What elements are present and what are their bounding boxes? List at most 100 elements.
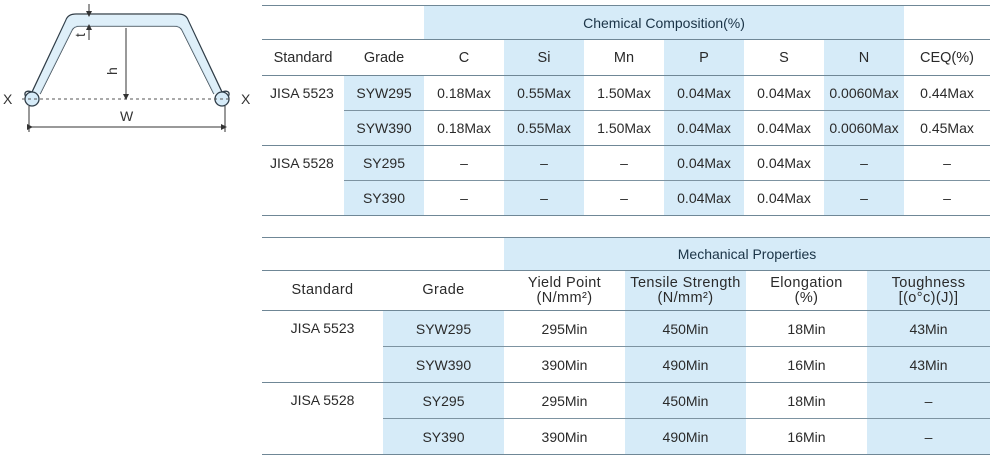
value-cell: – <box>867 418 991 455</box>
chem-col-header: Mn <box>584 39 664 76</box>
value-cell: 18Min <box>746 382 867 419</box>
value-cell: – <box>824 180 905 216</box>
chem-col-header: N <box>824 39 905 76</box>
toughness-header-line2: [(o°c)(J)] <box>898 289 959 306</box>
grade-cell: SYW295 <box>383 310 504 347</box>
value-cell: – <box>504 180 584 216</box>
chem-header-spacer-right <box>904 5 991 40</box>
value-cell: – <box>824 145 905 181</box>
value-cell: 490Min <box>625 418 746 455</box>
value-cell: 0.04Max <box>664 145 744 181</box>
grade-cell: SY390 <box>344 180 424 216</box>
grade-cell: SY295 <box>383 382 504 419</box>
value-cell: 0.04Max <box>744 145 824 181</box>
value-cell: 450Min <box>625 310 746 347</box>
mech-header-spacer <box>262 237 504 271</box>
value-cell: – <box>867 382 991 419</box>
mech-col-header-toughness: Toughness [(o°c)(J)] <box>867 270 991 311</box>
grade-cell: SY390 <box>383 418 504 455</box>
mech-col-header-standard: Standard <box>262 270 383 311</box>
table-row: JISA 5528 SY295 295Min 450Min 18Min – <box>262 382 991 455</box>
chem-col-header: S <box>744 39 824 76</box>
table-row: JISA 5523 SYW295 295Min 450Min 18Min 43M… <box>262 310 991 383</box>
value-cell: 0.04Max <box>664 180 744 216</box>
table-row: SY390 390Min 490Min 16Min – <box>262 418 991 455</box>
value-cell: – <box>424 180 504 216</box>
grade-cell: SY295 <box>344 145 424 181</box>
tensile-header-line1: Tensile Strength <box>630 274 741 291</box>
value-cell: 0.0060Max <box>824 110 905 146</box>
yield-header-line2: (N/mm²) <box>536 289 593 306</box>
yield-header-line1: Yield Point <box>527 274 602 291</box>
table-row: JISA 5523 SYW295 0.18Max 0.55Max 1.50Max… <box>262 75 991 146</box>
grade-cell: SYW390 <box>383 346 504 383</box>
mech-col-header-yield: Yield Point (N/mm²) <box>504 270 625 311</box>
mech-col-header-tensile: Tensile Strength (N/mm²) <box>625 270 746 311</box>
w-label: W <box>120 108 134 124</box>
value-cell: 0.55Max <box>504 75 584 111</box>
table-row: SYW390 390Min 490Min 16Min 43Min <box>262 346 991 383</box>
chem-group-title: Chemical Composition(%) <box>424 5 905 40</box>
table-row: JISA 5528 SY295 – – – 0.04Max 0.04Max – … <box>262 145 991 216</box>
h-label: h <box>104 67 120 75</box>
chem-col-header: Standard <box>262 39 344 76</box>
standard-cell: JISA 5523 <box>262 75 344 146</box>
standard-cell: JISA 5528 <box>262 382 383 455</box>
value-cell: 0.18Max <box>424 110 504 146</box>
value-cell: – <box>584 180 664 216</box>
value-cell: – <box>584 145 664 181</box>
grade-cell: SYW295 <box>344 75 424 111</box>
value-cell: 0.55Max <box>504 110 584 146</box>
value-cell: 390Min <box>504 346 625 383</box>
x-axis-label-right: X <box>241 91 251 107</box>
value-cell: – <box>424 145 504 181</box>
chemical-composition-table: Chemical Composition(%) Standard Grade C… <box>262 5 991 216</box>
value-cell: – <box>904 145 991 181</box>
chem-col-header: C <box>424 39 504 76</box>
value-cell: 43Min <box>867 310 991 347</box>
value-cell: 0.18Max <box>424 75 504 111</box>
grade-cell: SYW390 <box>344 110 424 146</box>
value-cell: 16Min <box>746 346 867 383</box>
value-cell: 0.04Max <box>744 110 824 146</box>
mech-col-header-elongation: Elongation (%) <box>746 270 867 311</box>
chem-col-header: CEQ(%) <box>904 39 991 76</box>
value-cell: 295Min <box>504 310 625 347</box>
value-cell: 390Min <box>504 418 625 455</box>
mech-group-title: Mechanical Properties <box>504 237 991 271</box>
value-cell: 16Min <box>746 418 867 455</box>
chem-col-header: P <box>664 39 744 76</box>
sheet-pile-section-diagram: t h W X X <box>3 4 251 132</box>
value-cell: 0.04Max <box>744 75 824 111</box>
value-cell: – <box>904 180 991 216</box>
table-row: SY390 – – – 0.04Max 0.04Max – – <box>262 180 991 216</box>
value-cell: 0.04Max <box>744 180 824 216</box>
value-cell: 0.0060Max <box>824 75 905 111</box>
elongation-header-line1: Elongation <box>770 274 843 291</box>
x-axis-label-left: X <box>3 91 13 107</box>
t-label: t <box>72 33 88 37</box>
value-cell: 450Min <box>625 382 746 419</box>
mechanical-properties-table: Mechanical Properties Standard Grade Yie… <box>262 237 991 455</box>
value-cell: 295Min <box>504 382 625 419</box>
standard-cell: JISA 5528 <box>262 145 344 216</box>
value-cell: 0.45Max <box>904 110 991 146</box>
tensile-header-line2: (N/mm²) <box>657 289 714 306</box>
mech-col-header-grade: Grade <box>383 270 504 311</box>
table-row: SYW390 0.18Max 0.55Max 1.50Max 0.04Max 0… <box>262 110 991 146</box>
value-cell: 490Min <box>625 346 746 383</box>
value-cell: 1.50Max <box>584 110 664 146</box>
value-cell: 0.04Max <box>664 110 744 146</box>
elongation-header-line2: (%) <box>794 289 819 306</box>
chem-header-spacer <box>262 5 424 40</box>
value-cell: 0.04Max <box>664 75 744 111</box>
chem-col-header: Si <box>504 39 584 76</box>
value-cell: 18Min <box>746 310 867 347</box>
value-cell: – <box>504 145 584 181</box>
value-cell: 0.44Max <box>904 75 991 111</box>
profile-outer-outline <box>24 13 230 102</box>
profile-fill <box>33 15 221 94</box>
toughness-header-line1: Toughness <box>891 274 966 291</box>
value-cell: 1.50Max <box>584 75 664 111</box>
chem-col-header: Grade <box>344 39 424 76</box>
